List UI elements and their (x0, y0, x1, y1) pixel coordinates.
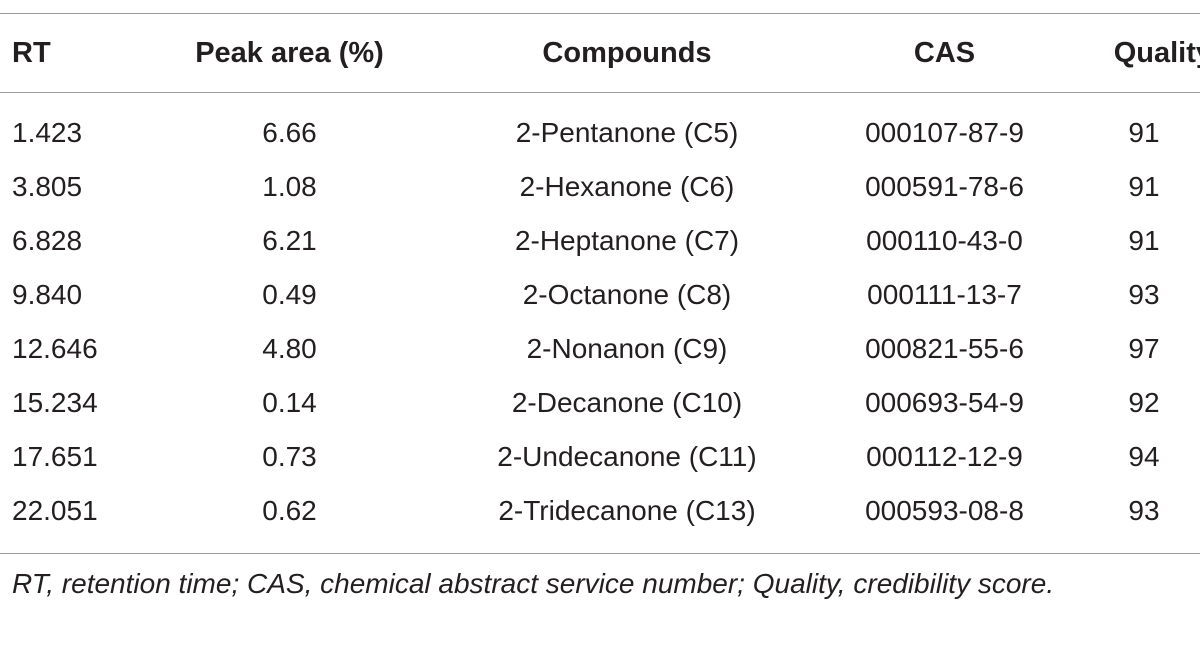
cell-rt: 15.234 (12, 387, 98, 418)
table-bottom-rule (0, 553, 1200, 554)
cell-peak-area: 6.66 (262, 117, 317, 148)
cell-compound: 2-Undecanone (C11) (497, 441, 757, 472)
cell-cas: 000112-12-9 (866, 441, 1023, 472)
cell-peak-area: 6.21 (262, 225, 317, 256)
cell-compound: 2-Heptanone (C7) (514, 225, 740, 256)
table-row: 3.805 1.08 2-Hexanone (C6) 000591-78-6 9… (0, 160, 1200, 214)
header-divider-rule (0, 92, 1200, 93)
cell-peak-area: 0.14 (262, 387, 317, 418)
cell-cas: 000591-78-6 (865, 171, 1024, 202)
cell-quality: 94 (1128, 441, 1160, 472)
cell-compound: 2-Hexanone (C6) (519, 171, 735, 202)
cell-peak-area: 1.08 (262, 171, 317, 202)
cell-compound: 2-Nonanon (C9) (526, 333, 728, 364)
table-row: 12.646 4.80 2-Nonanon (C9) 000821-55-6 9… (0, 322, 1200, 376)
cell-peak-area: 0.73 (262, 441, 317, 472)
header-peak-area: Peak area (%) (195, 36, 384, 69)
cell-quality: 92 (1128, 387, 1160, 418)
cell-quality: 91 (1128, 171, 1160, 202)
cell-cas: 000693-54-9 (865, 387, 1024, 418)
cell-rt: 6.828 (12, 225, 83, 256)
compounds-table: RT Peak area (%) Compounds CAS Quality 1… (0, 14, 1200, 538)
header-compounds: Compounds (542, 36, 712, 69)
cell-cas: 000593-08-8 (865, 495, 1024, 526)
cell-cas: 000821-55-6 (865, 333, 1024, 364)
header-row: RT Peak area (%) Compounds CAS Quality (0, 14, 1200, 92)
header-rt: RT (12, 36, 51, 69)
cell-cas: 000107-87-9 (865, 117, 1024, 148)
table-footnote: RT, retention time; CAS, chemical abstra… (12, 568, 1055, 599)
cell-quality: 93 (1128, 495, 1160, 526)
cell-quality: 97 (1128, 333, 1160, 364)
cell-rt: 3.805 (12, 171, 83, 202)
header-cas: CAS (913, 36, 976, 69)
table-row: 6.828 6.21 2-Heptanone (C7) 000110-43-0 … (0, 214, 1200, 268)
table-row: 1.423 6.66 2-Pentanone (C5) 000107-87-9 … (0, 92, 1200, 160)
table-row: 22.051 0.62 2-Tridecanone (C13) 000593-0… (0, 484, 1200, 538)
table-row: 17.651 0.73 2-Undecanone (C11) 000112-12… (0, 430, 1200, 484)
cell-peak-area: 4.80 (262, 333, 317, 364)
cell-compound: 2-Tridecanone (C13) (498, 495, 756, 526)
table-row: 9.840 0.49 2-Octanone (C8) 000111-13-7 9… (0, 268, 1200, 322)
cell-compound: 2-Decanone (C10) (511, 387, 743, 418)
cell-peak-area: 0.49 (262, 279, 317, 310)
cell-rt: 9.840 (12, 279, 83, 310)
header-quality: Quality (1113, 36, 1200, 69)
cell-compound: 2-Pentanone (C5) (515, 117, 739, 148)
cell-compound: 2-Octanone (C8) (522, 279, 732, 310)
table-row: 15.234 0.14 2-Decanone (C10) 000693-54-9… (0, 376, 1200, 430)
cell-quality: 91 (1128, 225, 1160, 256)
table-top-rule (0, 13, 1200, 14)
cell-rt: 22.051 (12, 495, 98, 526)
cell-peak-area: 0.62 (262, 495, 317, 526)
cell-quality: 91 (1128, 117, 1160, 148)
cell-quality: 93 (1128, 279, 1160, 310)
cell-rt: 12.646 (12, 333, 98, 364)
cell-cas: 000111-13-7 (867, 279, 1022, 310)
cell-cas: 000110-43-0 (866, 225, 1023, 256)
cell-rt: 1.423 (12, 117, 83, 148)
cell-rt: 17.651 (12, 441, 98, 472)
